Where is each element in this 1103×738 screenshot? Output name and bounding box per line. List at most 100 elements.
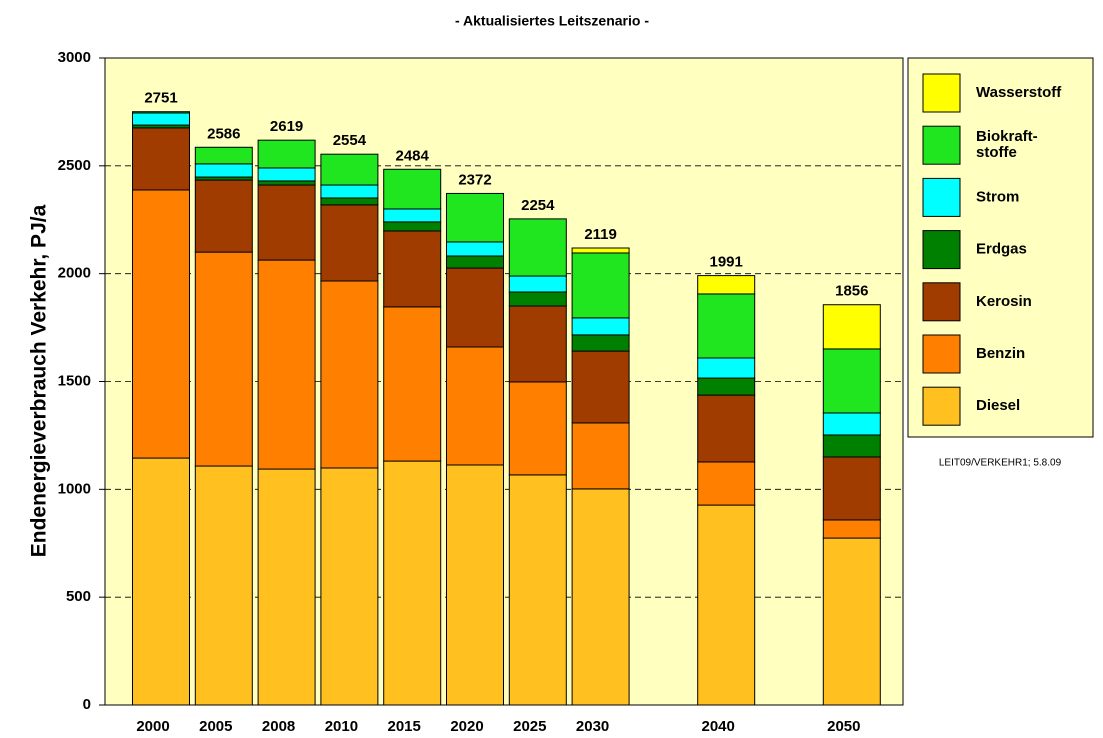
x-tick-label: 2020 bbox=[450, 718, 483, 735]
y-tick-label: 2000 bbox=[58, 265, 91, 282]
bar-segment bbox=[320, 204, 379, 282]
bar-segment bbox=[383, 208, 442, 223]
legend-label: Erdgas bbox=[976, 241, 1027, 258]
legend-swatch bbox=[922, 386, 961, 426]
x-tick-label: 2050 bbox=[827, 718, 860, 735]
bar-segment bbox=[508, 291, 567, 307]
total-label: 2254 bbox=[521, 197, 555, 214]
bar-segment bbox=[822, 456, 881, 521]
total-label: 2119 bbox=[584, 226, 617, 243]
bar-segment bbox=[383, 230, 442, 308]
bar-segment bbox=[446, 192, 504, 243]
legend-label: Diesel bbox=[976, 397, 1020, 414]
bar-segment bbox=[571, 334, 630, 352]
bar-segment bbox=[320, 184, 379, 199]
y-tick-label: 500 bbox=[66, 588, 91, 605]
bar-segment bbox=[822, 434, 881, 458]
bar-segment bbox=[132, 111, 190, 114]
bar-segment bbox=[320, 153, 379, 186]
total-label: 1991 bbox=[710, 254, 743, 271]
bar-segment bbox=[320, 467, 379, 706]
bar-segment bbox=[822, 304, 881, 350]
legend-label: Biokraft-stoffe bbox=[976, 128, 1038, 161]
bar-segment bbox=[132, 189, 190, 459]
bar-segment bbox=[383, 460, 442, 706]
bar-segment bbox=[697, 377, 756, 396]
legend-label: Strom bbox=[976, 188, 1019, 205]
y-axis-label: Endenergieverbrauch Verkehr, PJ/a bbox=[28, 204, 51, 557]
bar-segment bbox=[194, 465, 253, 706]
legend-swatch bbox=[922, 282, 961, 322]
x-tick-label: 2000 bbox=[136, 718, 169, 735]
y-tick-label: 3000 bbox=[58, 49, 91, 66]
legend-label: Benzin bbox=[976, 345, 1025, 362]
bar-segment bbox=[822, 348, 881, 414]
bar-segment bbox=[697, 504, 756, 706]
legend-label: Kerosin bbox=[976, 293, 1032, 310]
bar-segment bbox=[571, 317, 630, 336]
bar-segment bbox=[571, 252, 630, 319]
bar-segment bbox=[194, 251, 253, 467]
chart-title: - Aktualisiertes Leitszenario - bbox=[455, 13, 649, 29]
bar-segment bbox=[320, 280, 379, 469]
bar-segment bbox=[697, 293, 756, 359]
bar-segment bbox=[697, 275, 756, 295]
bar-segment bbox=[446, 267, 504, 348]
y-tick-label: 1000 bbox=[58, 480, 91, 497]
bar-segment bbox=[697, 394, 756, 463]
bar-segment bbox=[257, 167, 316, 182]
bar-segment bbox=[320, 197, 379, 206]
bar-segment bbox=[571, 247, 630, 254]
total-label: 2619 bbox=[270, 118, 303, 135]
bar-segment bbox=[446, 255, 504, 269]
bar-segment bbox=[194, 163, 253, 178]
bar-segment bbox=[383, 168, 442, 210]
total-label: 2372 bbox=[458, 171, 491, 188]
bar-segment bbox=[508, 218, 567, 277]
total-label: 2554 bbox=[333, 132, 367, 149]
bar-segment bbox=[446, 241, 504, 257]
note: LEIT09/VERKEHR1; 5.8.09 bbox=[939, 458, 1062, 469]
bar-segment bbox=[132, 457, 190, 706]
bar-segment bbox=[383, 221, 442, 232]
x-tick-label: 2008 bbox=[262, 718, 295, 735]
x-tick-label: 2025 bbox=[513, 718, 546, 735]
bar-segment bbox=[822, 537, 881, 706]
legend-swatch bbox=[922, 73, 961, 113]
bar-segment bbox=[194, 179, 253, 253]
legend-swatch bbox=[922, 334, 961, 374]
bar-segment bbox=[383, 306, 442, 462]
total-label: 2586 bbox=[207, 125, 240, 142]
bar-segment bbox=[697, 461, 756, 506]
x-tick-label: 2015 bbox=[388, 718, 421, 735]
legend-label: Wasserstoff bbox=[976, 84, 1062, 101]
bar-segment bbox=[508, 305, 567, 383]
bar-segment bbox=[257, 184, 316, 261]
y-tick-label: 1500 bbox=[58, 372, 91, 389]
legend-swatch bbox=[922, 125, 961, 165]
total-label: 1856 bbox=[835, 283, 868, 300]
bar-segment bbox=[697, 357, 756, 379]
bar-segment bbox=[508, 381, 567, 476]
x-tick-label: 2040 bbox=[702, 718, 735, 735]
legend-swatch bbox=[922, 177, 961, 217]
bar-segment bbox=[822, 519, 881, 539]
total-label: 2484 bbox=[396, 147, 430, 164]
bar-segment bbox=[446, 464, 504, 706]
bar-segment bbox=[132, 127, 190, 191]
bar-segment bbox=[132, 112, 190, 126]
y-tick-label: 2500 bbox=[58, 157, 91, 174]
bar-segment bbox=[194, 146, 253, 165]
bar-segment bbox=[508, 474, 567, 706]
bar-segment bbox=[257, 468, 316, 706]
bar-segment bbox=[571, 350, 630, 424]
bar-segment bbox=[257, 180, 316, 186]
x-tick-label: 2005 bbox=[199, 718, 232, 735]
total-label: 2751 bbox=[144, 90, 177, 107]
bar-segment bbox=[508, 275, 567, 293]
bar-segment bbox=[571, 422, 630, 490]
y-tick-label: 0 bbox=[83, 696, 91, 713]
bar-segment bbox=[257, 259, 316, 470]
bar-segment bbox=[257, 139, 316, 169]
